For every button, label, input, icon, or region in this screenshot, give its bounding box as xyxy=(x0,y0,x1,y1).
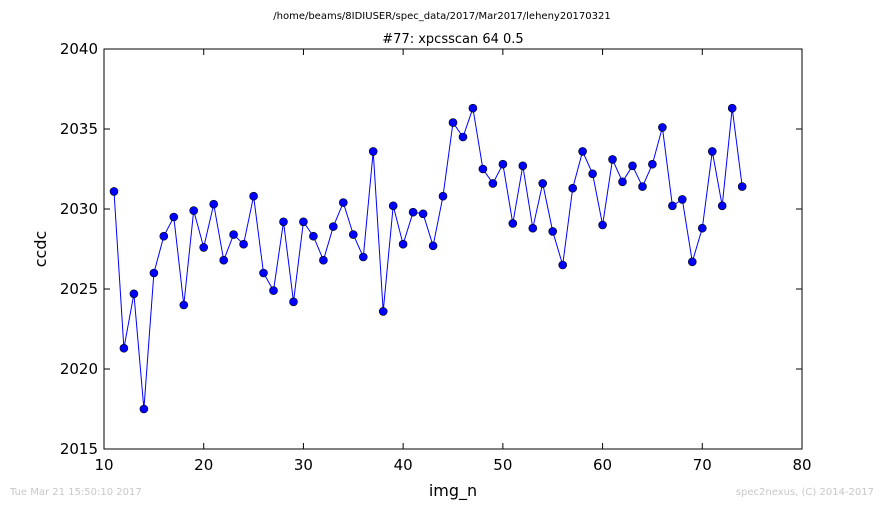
data-point xyxy=(638,182,647,191)
data-point xyxy=(538,179,548,188)
y-tick-label: 2025 xyxy=(60,280,98,298)
plot-area xyxy=(103,48,803,450)
data-point xyxy=(448,118,458,127)
data-point xyxy=(707,147,717,156)
footer-timestamp: Tue Mar 21 15:50:10 2017 xyxy=(10,487,142,498)
data-point xyxy=(209,199,218,209)
data-point xyxy=(239,239,248,249)
data-point xyxy=(358,252,368,262)
chart-suptitle: /home/beams/8IDIUSER/spec_data/2017/Mar2… xyxy=(273,11,610,22)
data-point xyxy=(299,217,308,227)
data-point xyxy=(259,268,268,278)
data-point xyxy=(199,243,208,252)
data-point xyxy=(428,241,438,251)
chart-title: #77: xpcsscan 64 0.5 xyxy=(382,32,523,47)
y-tick-label: 2040 xyxy=(60,40,98,58)
data-point xyxy=(687,257,697,267)
y-axis: 2015 2020 2025 2030 2035 2040 xyxy=(60,40,802,458)
x-tick-label: 70 xyxy=(693,456,712,474)
x-tick-label: 60 xyxy=(593,456,612,474)
series-line xyxy=(113,108,743,410)
data-point xyxy=(438,191,448,201)
data-point xyxy=(578,147,587,156)
data-point xyxy=(727,103,737,113)
data-point xyxy=(717,201,727,211)
x-tick-label: 40 xyxy=(394,456,413,474)
data-point xyxy=(648,159,657,169)
data-point xyxy=(468,103,478,113)
x-tick-label: 30 xyxy=(294,456,313,474)
data-point xyxy=(269,286,278,295)
data-point xyxy=(159,231,169,241)
x-axis: 10 20 30 40 50 60 70 80 xyxy=(94,49,812,474)
data-point xyxy=(109,187,119,196)
data-point xyxy=(498,159,508,169)
data-point xyxy=(458,132,468,142)
footer-credit: spec2nexus, (C) 2014-2017 xyxy=(735,487,874,498)
data-point xyxy=(279,217,288,227)
x-tick-label: 50 xyxy=(493,456,512,474)
data-point xyxy=(348,230,358,239)
data-point xyxy=(668,201,677,211)
x-tick-label: 80 xyxy=(792,456,811,474)
data-point xyxy=(309,231,318,241)
data-point xyxy=(528,223,538,233)
data-point xyxy=(368,147,378,156)
data-point xyxy=(229,230,238,239)
data-point xyxy=(558,260,568,270)
data-point xyxy=(737,182,747,191)
data-point xyxy=(418,209,428,219)
data-point xyxy=(319,255,328,265)
data-point xyxy=(328,222,338,231)
data-point xyxy=(179,300,189,310)
data-point xyxy=(139,404,149,414)
y-tick-label: 2020 xyxy=(60,360,98,378)
data-point xyxy=(697,223,707,233)
data-point xyxy=(219,255,228,265)
data-point xyxy=(189,206,198,215)
data-series xyxy=(109,103,747,414)
data-point xyxy=(568,183,578,193)
data-point xyxy=(588,169,597,179)
data-point xyxy=(129,289,139,299)
data-point xyxy=(488,179,498,188)
y-tick-label: 2015 xyxy=(60,440,98,458)
x-tick-label: 20 xyxy=(194,456,213,474)
data-point xyxy=(338,198,348,207)
data-point xyxy=(388,201,398,211)
data-point xyxy=(289,297,298,307)
data-point xyxy=(658,123,667,132)
data-point xyxy=(508,219,518,228)
data-point xyxy=(169,212,179,222)
data-point xyxy=(618,177,627,187)
data-point xyxy=(598,220,607,230)
y-axis-label: ccdc xyxy=(31,231,50,268)
data-point xyxy=(398,239,408,249)
data-point xyxy=(518,161,528,171)
data-point xyxy=(119,343,129,353)
data-point xyxy=(478,164,488,174)
x-axis-label: img_n xyxy=(429,481,477,501)
data-point xyxy=(149,268,159,278)
y-tick-label: 2030 xyxy=(60,200,98,218)
data-point xyxy=(677,195,687,204)
data-point xyxy=(249,191,258,201)
data-point xyxy=(378,307,388,316)
data-point xyxy=(408,207,418,217)
data-point xyxy=(548,227,558,236)
data-point xyxy=(608,155,617,164)
data-point xyxy=(628,161,637,171)
x-tick-label: 10 xyxy=(94,456,113,474)
y-tick-label: 2035 xyxy=(60,120,98,138)
